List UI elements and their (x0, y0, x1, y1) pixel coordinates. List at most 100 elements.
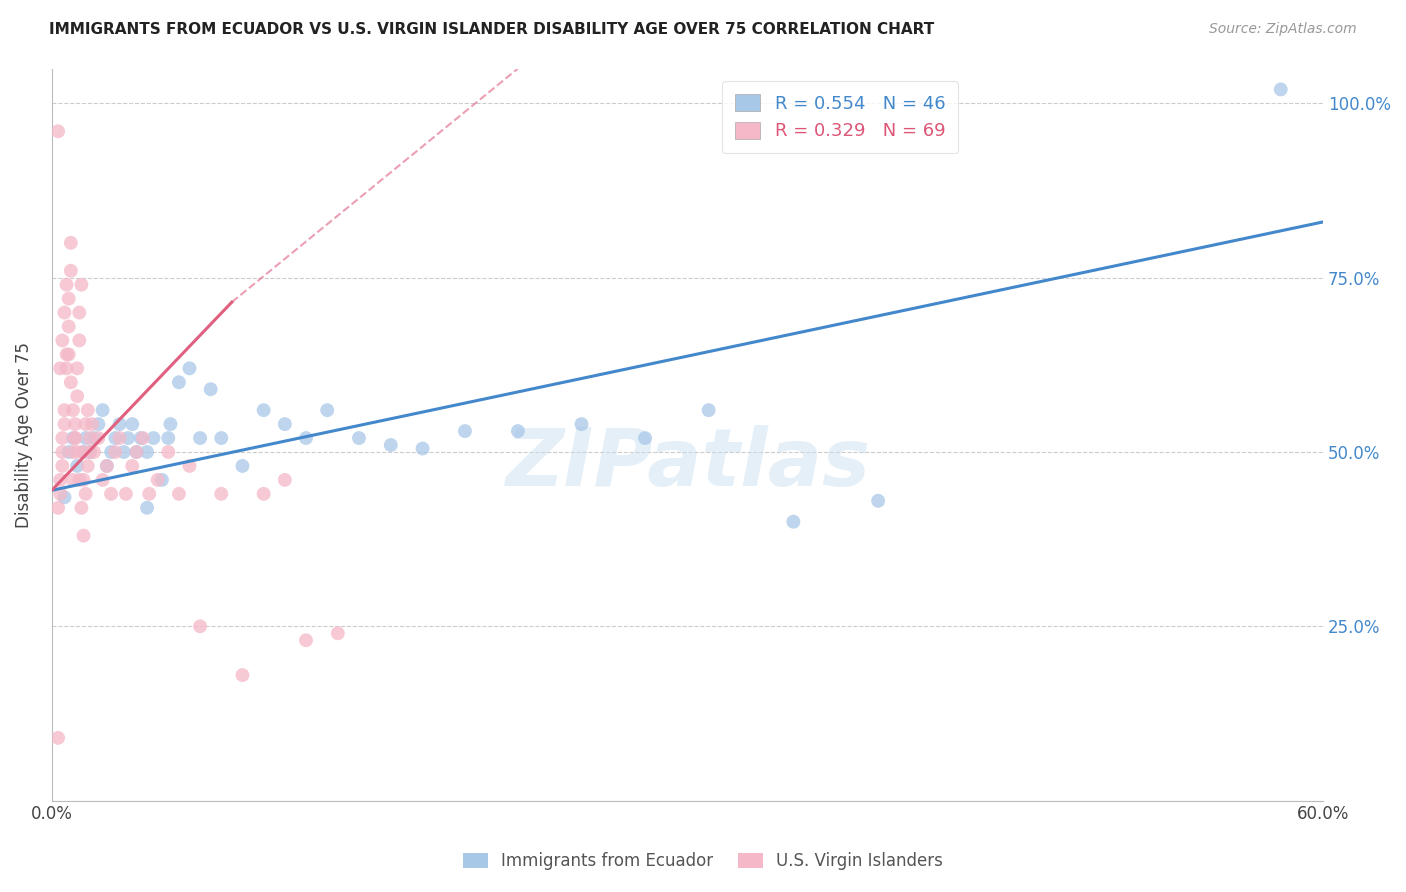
Point (66, 389, 89, 403)
Point (108, 417, 131, 431)
Point (58, 319, 80, 334)
Point (91, 473, 114, 487)
Point (253, 403, 276, 417)
Point (188, 431, 211, 445)
Point (91, 403, 114, 417)
Point (412, 442, 434, 456)
Point (55, 347, 77, 361)
Point (58, 347, 80, 361)
Point (67, 305, 90, 319)
Point (62, 431, 84, 445)
Text: Source: ZipAtlas.com: Source: ZipAtlas.com (1209, 22, 1357, 37)
Point (179, 458, 201, 473)
Point (167, 487, 190, 501)
Point (66, 458, 89, 473)
Point (146, 473, 169, 487)
Point (326, 626, 349, 640)
Point (231, 458, 253, 473)
Point (121, 458, 143, 473)
Point (274, 417, 297, 431)
Point (96, 458, 118, 473)
Point (782, 515, 804, 529)
Point (104, 445, 127, 459)
Point (347, 431, 370, 445)
Point (58, 445, 80, 459)
Point (136, 445, 159, 459)
Point (53, 403, 76, 417)
Point (49, 361, 72, 376)
Point (70, 500, 93, 515)
Point (129, 431, 152, 445)
Point (571, 417, 593, 431)
Point (70, 277, 93, 292)
Point (79, 445, 101, 459)
Point (72, 529, 94, 543)
Point (200, 382, 222, 396)
Point (55, 277, 77, 292)
Point (53, 417, 76, 431)
Point (83, 445, 105, 459)
Point (49, 473, 72, 487)
Point (72, 473, 94, 487)
Point (87, 431, 110, 445)
Point (51, 445, 73, 459)
Point (53, 305, 76, 319)
Point (51, 431, 73, 445)
Point (253, 487, 276, 501)
Point (209, 431, 232, 445)
Point (58, 292, 80, 306)
Point (108, 431, 131, 445)
Point (59, 235, 82, 250)
Point (66, 361, 89, 376)
Point (100, 487, 122, 501)
Point (46, 731, 69, 745)
Point (209, 487, 232, 501)
Text: IMMIGRANTS FROM ECUADOR VS U.S. VIRGIN ISLANDER DISABILITY AGE OVER 75 CORRELATI: IMMIGRANTS FROM ECUADOR VS U.S. VIRGIN I… (49, 22, 935, 37)
Point (115, 487, 138, 501)
Point (62, 473, 84, 487)
Point (83, 431, 105, 445)
Point (51, 458, 73, 473)
Point (132, 431, 155, 445)
Point (506, 424, 529, 438)
Point (138, 487, 160, 501)
Point (63, 431, 86, 445)
Point (87, 417, 110, 431)
Point (634, 431, 657, 445)
Point (121, 417, 143, 431)
Legend: R = 0.554   N = 46, R = 0.329   N = 69: R = 0.554 N = 46, R = 0.329 N = 69 (723, 81, 957, 153)
Point (697, 403, 720, 417)
Point (136, 500, 159, 515)
Point (100, 445, 122, 459)
Point (49, 487, 72, 501)
Point (53, 491, 76, 505)
Point (316, 403, 339, 417)
Point (179, 361, 201, 376)
Point (66, 445, 89, 459)
Point (62, 445, 84, 459)
Point (104, 431, 127, 445)
Point (142, 431, 165, 445)
Point (72, 445, 94, 459)
Point (96, 458, 118, 473)
Point (117, 431, 139, 445)
Point (157, 445, 180, 459)
Point (159, 417, 181, 431)
Point (79, 431, 101, 445)
Point (80, 417, 103, 431)
Point (295, 431, 318, 445)
Point (157, 431, 180, 445)
Point (63, 431, 86, 445)
Point (76, 458, 98, 473)
Point (231, 668, 253, 682)
Point (59, 376, 82, 390)
Point (1270, 82, 1292, 96)
Legend: Immigrants from Ecuador, U.S. Virgin Islanders: Immigrants from Ecuador, U.S. Virgin Isl… (456, 846, 950, 877)
Point (59, 263, 82, 277)
Point (75, 417, 97, 431)
Point (380, 438, 402, 452)
Point (63, 417, 86, 431)
Point (72, 445, 94, 459)
Point (125, 445, 148, 459)
Point (167, 376, 190, 390)
